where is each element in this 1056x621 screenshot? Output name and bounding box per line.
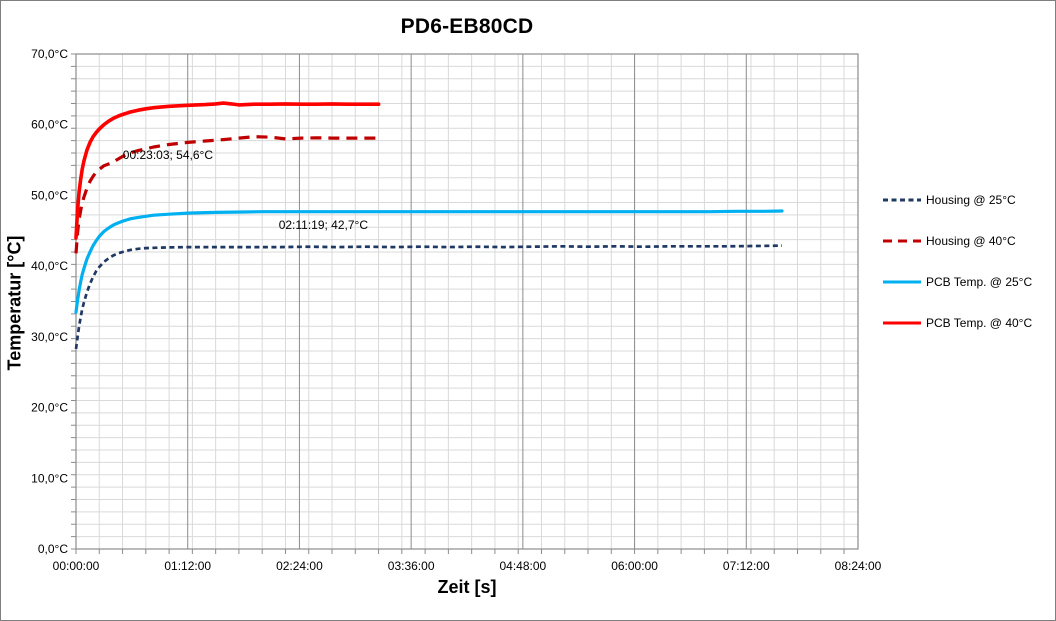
legend-label-housing-40-c: Housing @ 40°C bbox=[926, 234, 1016, 248]
legend-item-housing-40-c: Housing @ 40°C bbox=[883, 229, 1049, 253]
chart-title: PD6-EB80CD bbox=[400, 15, 534, 38]
x-tick-label: 07:12:00 bbox=[723, 559, 770, 573]
y-tick-label: 40,0°C bbox=[31, 259, 68, 273]
x-axis-title: Zeit [s] bbox=[437, 577, 497, 597]
curve-housing-25-c bbox=[74, 244, 783, 350]
legend-item-housing-25-c: Housing @ 25°C bbox=[883, 188, 1049, 212]
y-tick-label: 30,0°C bbox=[31, 330, 68, 344]
legend-item-pcb-temp-25-c: PCB Temp. @ 25°C bbox=[883, 270, 1049, 294]
annotation-label: 00:23:03; 54,6°C bbox=[123, 148, 214, 162]
y-tick-label: 60,0°C bbox=[31, 118, 68, 132]
curve-housing-40-c bbox=[74, 135, 379, 254]
legend-item-pcb-temp-40-c: PCB Temp. @ 40°C bbox=[883, 311, 1049, 335]
legend: Housing @ 25°C Housing @ 40°C PCB Temp. @ … bbox=[883, 188, 1049, 335]
legend-label-pcb-temp-25-c: PCB Temp. @ 25°C bbox=[926, 275, 1033, 289]
legend-line-sample-pcb-temp-25-c bbox=[883, 280, 921, 284]
x-tick-label: 00:00:00 bbox=[53, 559, 100, 573]
annotation-label: 02:11:19; 42,7°C bbox=[279, 218, 369, 232]
curve-pcb-temp-40-c bbox=[74, 101, 381, 240]
y-tick-label: 0,0°C bbox=[38, 542, 68, 556]
legend-line-sample-housing-25-c bbox=[883, 198, 921, 202]
legend-line-sample-pcb-temp-40-c bbox=[883, 321, 921, 325]
y-tick-label: 70,0°C bbox=[31, 47, 68, 61]
y-tick-label: 10,0°C bbox=[31, 471, 68, 485]
legend-line-sample-housing-40-c bbox=[883, 239, 921, 243]
curve-pcb-temp-25-c bbox=[74, 209, 784, 314]
legend-label-pcb-temp-40-c: PCB Temp. @ 40°C bbox=[926, 316, 1033, 330]
x-tick-label: 01:12:00 bbox=[164, 559, 211, 573]
x-tick-label: 06:00:00 bbox=[611, 559, 658, 573]
y-tick-label: 20,0°C bbox=[31, 401, 68, 415]
x-tick-label: 02:24:00 bbox=[276, 559, 323, 573]
x-tick-label: 03:36:00 bbox=[388, 559, 435, 573]
x-tick-label: 08:24:00 bbox=[835, 559, 882, 573]
legend-label-housing-25-c: Housing @ 25°C bbox=[926, 193, 1016, 207]
y-tick-label: 50,0°C bbox=[31, 188, 68, 202]
x-tick-label: 04:48:00 bbox=[499, 559, 546, 573]
